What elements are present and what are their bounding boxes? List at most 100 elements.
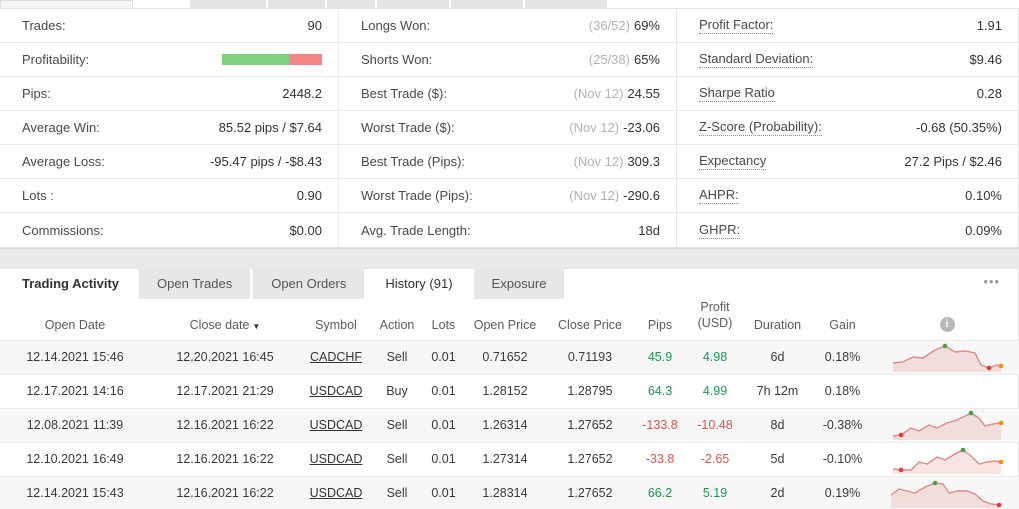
stat-row-worst-trade-usd: Worst Trade ($): (Nov 12) -23.06 — [339, 111, 676, 145]
stat-label-tooltip: Z-Score (Probability): — [699, 119, 822, 136]
cell-pips: 64.3 — [635, 373, 685, 408]
cell-profit: 5.19 — [685, 475, 745, 509]
app-tab[interactable] — [451, 0, 523, 8]
stat-value: (Nov 12) 309.3 — [574, 154, 660, 169]
stat-row-sharpe-ratio: Sharpe Ratio 0.28 — [677, 77, 1018, 111]
stat-row-expectancy: Expectancy 27.2 Pips / $2.46 — [677, 145, 1018, 179]
stat-label: Trades: — [22, 18, 66, 33]
stat-value: -95.47 pips / -$8.43 — [209, 154, 322, 169]
stat-label: Profitability: — [22, 52, 90, 67]
column-header-open-price[interactable]: Open Price — [473, 317, 537, 332]
cell-duration: 5d — [745, 441, 810, 476]
column-header-close-price[interactable]: Close Price — [558, 317, 622, 332]
tab-open-orders[interactable]: Open Orders — [253, 269, 365, 299]
column-header-close-date[interactable]: Close date ▼ — [189, 317, 261, 332]
cell-close-price: 1.28795 — [545, 373, 635, 408]
stat-row-shorts-won: Shorts Won: (25/38) 65% — [339, 43, 676, 77]
options-menu-icon[interactable]: ••• — [983, 274, 1000, 289]
stat-label: Average Loss: — [22, 154, 105, 169]
cell-close-price: 1.27652 — [545, 475, 635, 509]
info-icon[interactable]: i — [939, 316, 955, 332]
column-header-symbol[interactable]: Symbol — [315, 317, 357, 332]
app-tab-active[interactable] — [133, 0, 190, 8]
stat-label: Shorts Won: — [361, 52, 433, 67]
history-table: Open Date Close date ▼ Symbol Action Lots… — [0, 299, 1019, 509]
cell-close-price: 1.27652 — [545, 407, 635, 442]
stat-row-pips: Pips: 2448.2 — [0, 77, 338, 111]
cell-lots: 0.01 — [422, 441, 465, 476]
trading-activity-tabbar: Trading Activity Open Trades Open Orders… — [0, 269, 1018, 299]
symbol-link[interactable]: USDCAD — [309, 384, 363, 398]
cell-action: Buy — [372, 373, 422, 408]
symbol-link[interactable]: CADCHF — [309, 350, 363, 364]
cell-open-date: 12.14.2021 15:43 — [0, 475, 150, 509]
cell-profit: 4.98 — [685, 339, 745, 374]
column-header-action[interactable]: Action — [379, 317, 415, 332]
history-header-row: Open Date Close date ▼ Symbol Action Lots… — [0, 299, 1019, 340]
stat-label: Pips: — [22, 86, 51, 101]
stat-value: (Nov 12) 24.55 — [574, 86, 660, 101]
column-header-open-date[interactable]: Open Date — [44, 317, 106, 332]
app-tab-leftblock[interactable] — [0, 0, 133, 8]
tab-exposure[interactable]: Exposure — [473, 269, 565, 299]
stat-value: 90 — [307, 18, 322, 33]
stat-value: (36/52) 69% — [589, 18, 660, 33]
cell-close-date: 12.16.2021 16:22 — [150, 441, 300, 476]
cell-action: Sell — [372, 339, 422, 374]
stat-value-prefix: (36/52) — [588, 18, 630, 33]
column-header-pips[interactable]: Pips — [647, 317, 673, 332]
symbol-link[interactable]: USDCAD — [309, 452, 363, 466]
cell-pips: 66.2 — [635, 475, 685, 509]
app-tab[interactable] — [525, 0, 607, 8]
stat-value-prefix: (25/38) — [588, 52, 630, 67]
stat-value-main: 309.3 — [627, 154, 660, 169]
table-row: 12.14.2021 15:43 12.16.2021 16:22 USDCAD… — [0, 475, 1019, 509]
cell-close-price: 0.71193 — [545, 339, 635, 374]
cell-duration: 6d — [745, 339, 810, 374]
cell-gain: -0.38% — [810, 407, 875, 442]
app-tab[interactable] — [268, 0, 325, 8]
cell-close-date: 12.20.2021 16:45 — [150, 339, 300, 374]
stat-value: 85.52 pips / $7.64 — [218, 120, 322, 135]
app-tab[interactable] — [190, 0, 266, 8]
cell-symbol: USDCAD — [300, 441, 372, 476]
cell-duration: 8d — [745, 407, 810, 442]
stat-row-avg-trade-length: Avg. Trade Length: 18d — [339, 213, 676, 247]
symbol-link[interactable]: USDCAD — [309, 418, 363, 432]
stat-row-profit-factor: Profit Factor: 1.91 — [677, 9, 1018, 43]
stat-value: (Nov 12) -290.6 — [569, 188, 660, 203]
cell-symbol: USDCAD — [300, 373, 372, 408]
stat-label-tooltip: AHPR: — [699, 187, 739, 204]
stat-label: Best Trade (Pips): — [361, 154, 466, 169]
column-header-lots[interactable]: Lots — [431, 317, 456, 332]
stat-value: 0.10% — [965, 188, 1002, 203]
stat-row-lots: Lots : 0.90 — [0, 179, 338, 213]
stat-value: 0.90 — [296, 188, 322, 203]
symbol-link[interactable]: USDCAD — [309, 486, 363, 501]
app-tab[interactable] — [377, 0, 449, 8]
trade-sparkline — [875, 373, 1019, 408]
stat-value: 0.28 — [976, 86, 1002, 101]
stat-row-ahpr: AHPR: 0.10% — [677, 179, 1018, 213]
cell-pips: -133.8 — [635, 407, 685, 442]
stat-value-main: 65% — [633, 52, 660, 67]
stat-label-tooltip: Profit Factor: — [699, 17, 774, 34]
column-header-gain[interactable]: Gain — [829, 317, 856, 332]
trade-sparkline — [875, 441, 1019, 476]
app-tab[interactable] — [327, 0, 375, 8]
cell-lots: 0.01 — [422, 407, 465, 442]
cell-action: Sell — [372, 441, 422, 476]
tab-open-trades[interactable]: Open Trades — [139, 269, 251, 299]
column-header-duration[interactable]: Duration — [753, 317, 802, 332]
stat-label: Avg. Trade Length: — [361, 222, 471, 238]
trade-sparkline — [875, 475, 1019, 509]
cell-open-date: 12.10.2021 16:49 — [0, 441, 150, 476]
stat-value: -0.68 (50.35%) — [916, 120, 1002, 135]
profitability-bar — [222, 54, 322, 65]
stat-value: 2448.2 — [282, 86, 322, 101]
column-header-profit[interactable]: Profit (USD) — [697, 300, 733, 331]
stat-value: (25/38) 65% — [589, 52, 660, 67]
tab-history[interactable]: History (91) — [367, 269, 471, 299]
trade-sparkline — [875, 407, 1019, 442]
trading-activity-panel: Trading Activity Open Trades Open Orders… — [0, 269, 1019, 509]
